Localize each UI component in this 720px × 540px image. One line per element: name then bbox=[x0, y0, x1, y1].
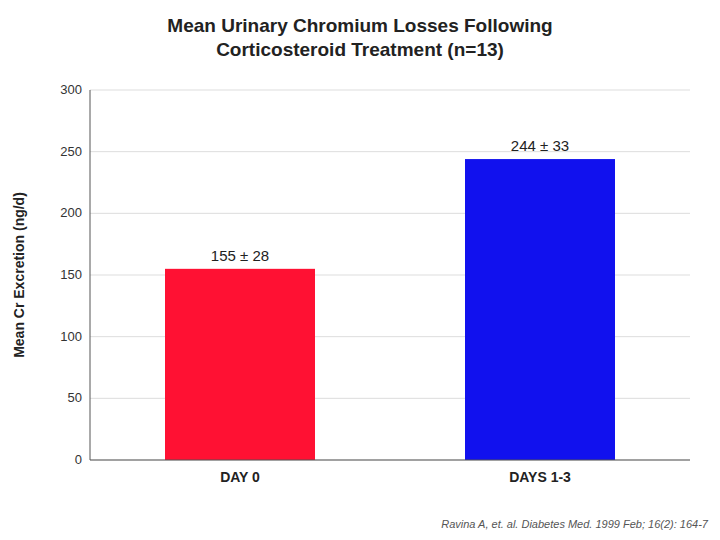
y-axis-label: Mean Cr Excretion (ng/d) bbox=[11, 192, 27, 358]
x-tick-label: DAYS 1-3 bbox=[509, 469, 571, 485]
bars bbox=[165, 159, 615, 460]
bar bbox=[465, 159, 615, 460]
x-tick-label: DAY 0 bbox=[220, 469, 260, 485]
footnote: Ravina A, et. al. Diabetes Med. 1999 Feb… bbox=[441, 518, 709, 530]
title-line: Corticosteroid Treatment (n=13) bbox=[216, 39, 504, 60]
y-grid bbox=[90, 90, 690, 460]
y-axis-line bbox=[90, 90, 91, 460]
title-line: Mean Urinary Chromium Losses Following bbox=[167, 15, 552, 36]
y-tick-label: 200 bbox=[60, 205, 82, 220]
data-label: 244 ± 33 bbox=[511, 137, 569, 154]
grid-line bbox=[90, 90, 690, 91]
chart-container: Mean Urinary Chromium Losses Following Co… bbox=[0, 0, 720, 540]
y-tick-label: 0 bbox=[75, 452, 82, 467]
y-tick-label: 100 bbox=[60, 329, 82, 344]
grid-line bbox=[90, 151, 690, 152]
y-tick-label: 300 bbox=[60, 82, 82, 97]
grid-line bbox=[90, 460, 690, 461]
bar bbox=[165, 269, 315, 460]
y-tick-label: 250 bbox=[60, 144, 82, 159]
y-tick-label: 50 bbox=[68, 390, 82, 405]
x-axis-line bbox=[90, 460, 690, 461]
data-label: 155 ± 28 bbox=[211, 247, 269, 264]
title: Mean Urinary Chromium Losses Following Co… bbox=[167, 15, 552, 60]
chart-svg: Mean Urinary Chromium Losses Following Co… bbox=[0, 0, 720, 540]
y-tick-label: 150 bbox=[60, 267, 82, 282]
